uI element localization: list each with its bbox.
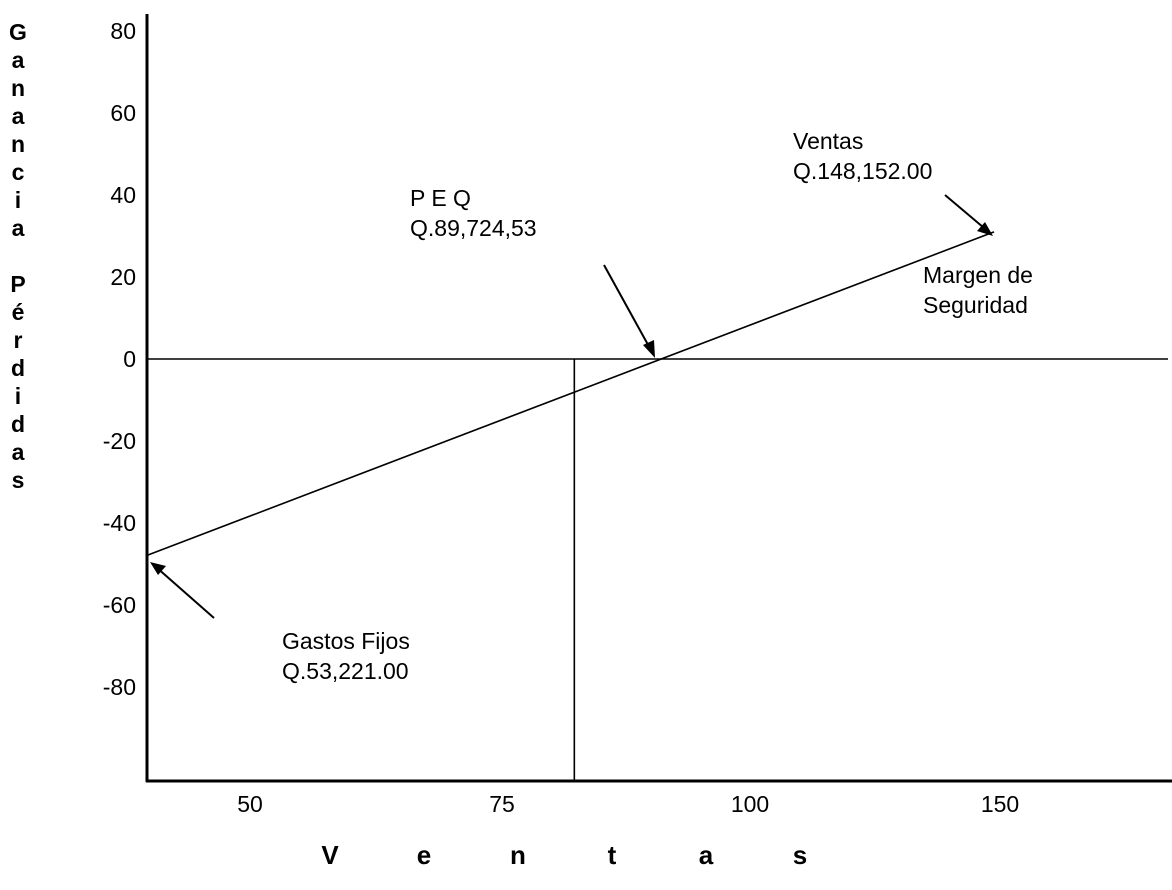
y-tick-label: -40 — [103, 510, 136, 536]
x-title-letter: s — [785, 840, 815, 871]
y-tick-label: -60 — [103, 592, 136, 618]
y-tick-label: -20 — [103, 428, 136, 454]
x-title-letter: t — [597, 840, 627, 871]
annotation-line: Gastos Fijos — [282, 626, 410, 656]
y-title-letter: i — [6, 188, 30, 213]
y-title-letter: é — [6, 300, 30, 325]
annotation-line: P E Q — [410, 183, 537, 213]
y-title-letter: d — [6, 356, 30, 381]
y-tick-label: 80 — [110, 18, 136, 44]
annotation-ventas: Ventas Q.148,152.00 — [793, 126, 932, 186]
y-title-letter: n — [6, 132, 30, 157]
x-tick-labels: 50 75 100 150 — [237, 791, 1019, 817]
annotation-gastos-fijos: Gastos Fijos Q.53,221.00 — [282, 626, 410, 686]
annotation-line: Margen de — [923, 260, 1033, 290]
y-tick-label: -80 — [103, 674, 136, 700]
y-tick-label: 40 — [110, 182, 136, 208]
y-tick-labels: 80 60 40 20 0 -20 -40 -60 -80 — [103, 18, 136, 700]
x-title-letter: n — [503, 840, 533, 871]
x-tick-label: 100 — [731, 791, 769, 817]
annotation-line: Q.53,221.00 — [282, 656, 410, 686]
arrow-peq-head — [643, 340, 655, 358]
y-title-letter: i — [6, 384, 30, 409]
y-title-letter: r — [6, 328, 30, 353]
y-title-letter: P — [6, 272, 30, 297]
annotation-line: Ventas — [793, 126, 932, 156]
y-title-letter: a — [6, 216, 30, 241]
y-tick-label: 60 — [110, 100, 136, 126]
x-tick-label: 150 — [981, 791, 1019, 817]
x-tick-label: 50 — [237, 791, 263, 817]
x-title-letter: V — [315, 840, 345, 871]
y-title-letter: G — [6, 20, 30, 45]
x-tick-label: 75 — [489, 791, 515, 817]
y-title-letter: a — [6, 48, 30, 73]
annotation-line: Seguridad — [923, 290, 1033, 320]
y-title-letter: s — [6, 468, 30, 493]
x-title-letter: a — [691, 840, 721, 871]
y-title-letter: a — [6, 104, 30, 129]
arrow-gastos-fijos — [156, 567, 214, 618]
y-title-letter: n — [6, 76, 30, 101]
annotation-line: Q.148,152.00 — [793, 156, 932, 186]
series-line-ventas — [146, 232, 994, 556]
y-tick-label: 0 — [123, 346, 136, 372]
annotation-peq: P E Q Q.89,724,53 — [410, 183, 537, 243]
annotation-line: Q.89,724,53 — [410, 213, 537, 243]
arrow-peq — [604, 265, 652, 352]
x-title-letter: e — [409, 840, 439, 871]
y-title-letter: c — [6, 160, 30, 185]
y-title-letter: a — [6, 440, 30, 465]
annotation-margen-seguridad: Margen de Seguridad — [923, 260, 1033, 320]
y-title-letter: d — [6, 412, 30, 437]
y-tick-label: 20 — [110, 264, 136, 290]
